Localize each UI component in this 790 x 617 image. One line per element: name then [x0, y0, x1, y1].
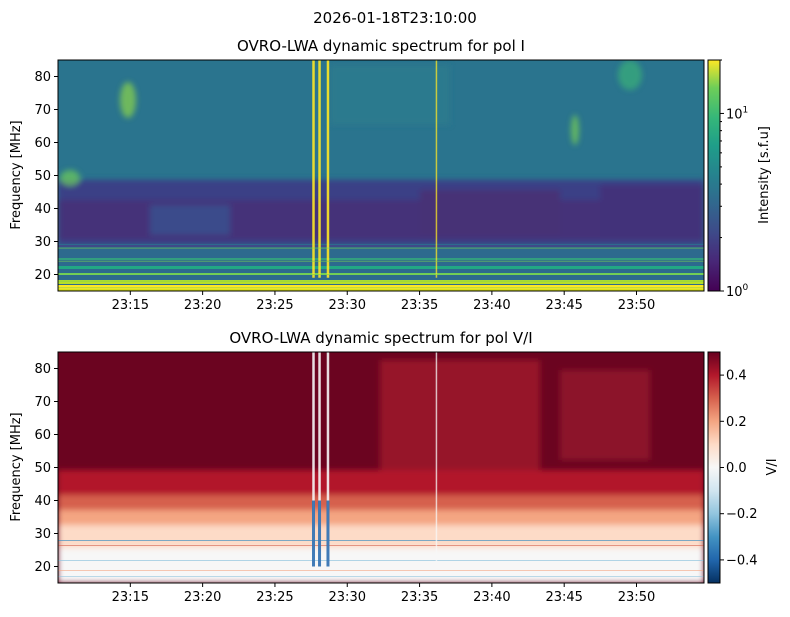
colorbar-tick-label: −0.4: [726, 553, 758, 568]
y-tick-label: 30: [34, 527, 51, 542]
x-tick-label: 23:25: [256, 298, 293, 313]
x-tick-label: 23:25: [256, 590, 293, 605]
y-tick-label: 70: [34, 395, 51, 410]
y-tick-label: 60: [34, 428, 51, 443]
x-tick-label: 23:40: [473, 298, 510, 313]
x-tick-label: 23:35: [401, 298, 438, 313]
figure-suptitle: 2026-01-18T23:10:00: [313, 9, 477, 27]
y-tick-label: 30: [34, 235, 51, 250]
x-tick-label: 23:30: [329, 298, 366, 313]
x-tick-label: 23:45: [545, 590, 582, 605]
y-tick-label: 50: [34, 461, 51, 476]
x-tick-label: 23:50: [618, 590, 655, 605]
y-tick-label: 20: [34, 560, 51, 575]
panel1-ylabel: Frequency [MHz]: [9, 120, 24, 229]
x-tick-label: 23:15: [112, 298, 149, 313]
y-tick-label: 80: [34, 362, 51, 377]
y-tick-label: 20: [34, 268, 51, 283]
panel2-title: OVRO-LWA dynamic spectrum for pol V/I: [229, 329, 532, 347]
y-tick-label: 80: [34, 70, 51, 85]
colorbar1: [707, 59, 721, 292]
x-tick-label: 23:20: [184, 298, 221, 313]
colorbar-tick-label: 101: [726, 105, 748, 122]
panel1-heatmap: [58, 60, 704, 291]
panel2-heatmap: [58, 352, 704, 583]
y-tick-label: 70: [34, 103, 51, 118]
x-tick-label: 23:35: [401, 590, 438, 605]
axis-ticks: 23:15 23:20 23:25 23:30 23:35 23:40 23:45 23:50…: [34, 59, 758, 605]
x-tick-label: 23:20: [184, 590, 221, 605]
y-tick-label: 50: [34, 169, 51, 184]
x-tick-label: 23:45: [545, 298, 582, 313]
y-tick-label: 40: [34, 202, 51, 217]
colorbar-tick-label: 0.2: [726, 415, 747, 430]
y-tick-label: 40: [34, 494, 51, 509]
colorbar2-label: V/I: [765, 458, 780, 475]
colorbar-tick-label: 0.4: [726, 369, 747, 384]
burst-marks: [58, 60, 704, 570]
x-tick-label: 23:40: [473, 590, 510, 605]
x-tick-label: 23:15: [112, 590, 149, 605]
colorbar1-label: Intensity [s.f.u]: [757, 126, 772, 224]
x-tick-label: 23:50: [618, 298, 655, 313]
y-tick-label: 60: [34, 136, 51, 151]
colorbar-tick-label: −0.2: [726, 507, 758, 522]
panel1-title: OVRO-LWA dynamic spectrum for pol I: [237, 37, 525, 55]
colorbar2: [707, 351, 721, 584]
colorbar-tick-label: 0.0: [726, 461, 747, 476]
colorbar-tick-label: 100: [726, 283, 749, 300]
x-tick-label: 23:30: [329, 590, 366, 605]
panel2-ylabel: Frequency [MHz]: [9, 412, 24, 521]
